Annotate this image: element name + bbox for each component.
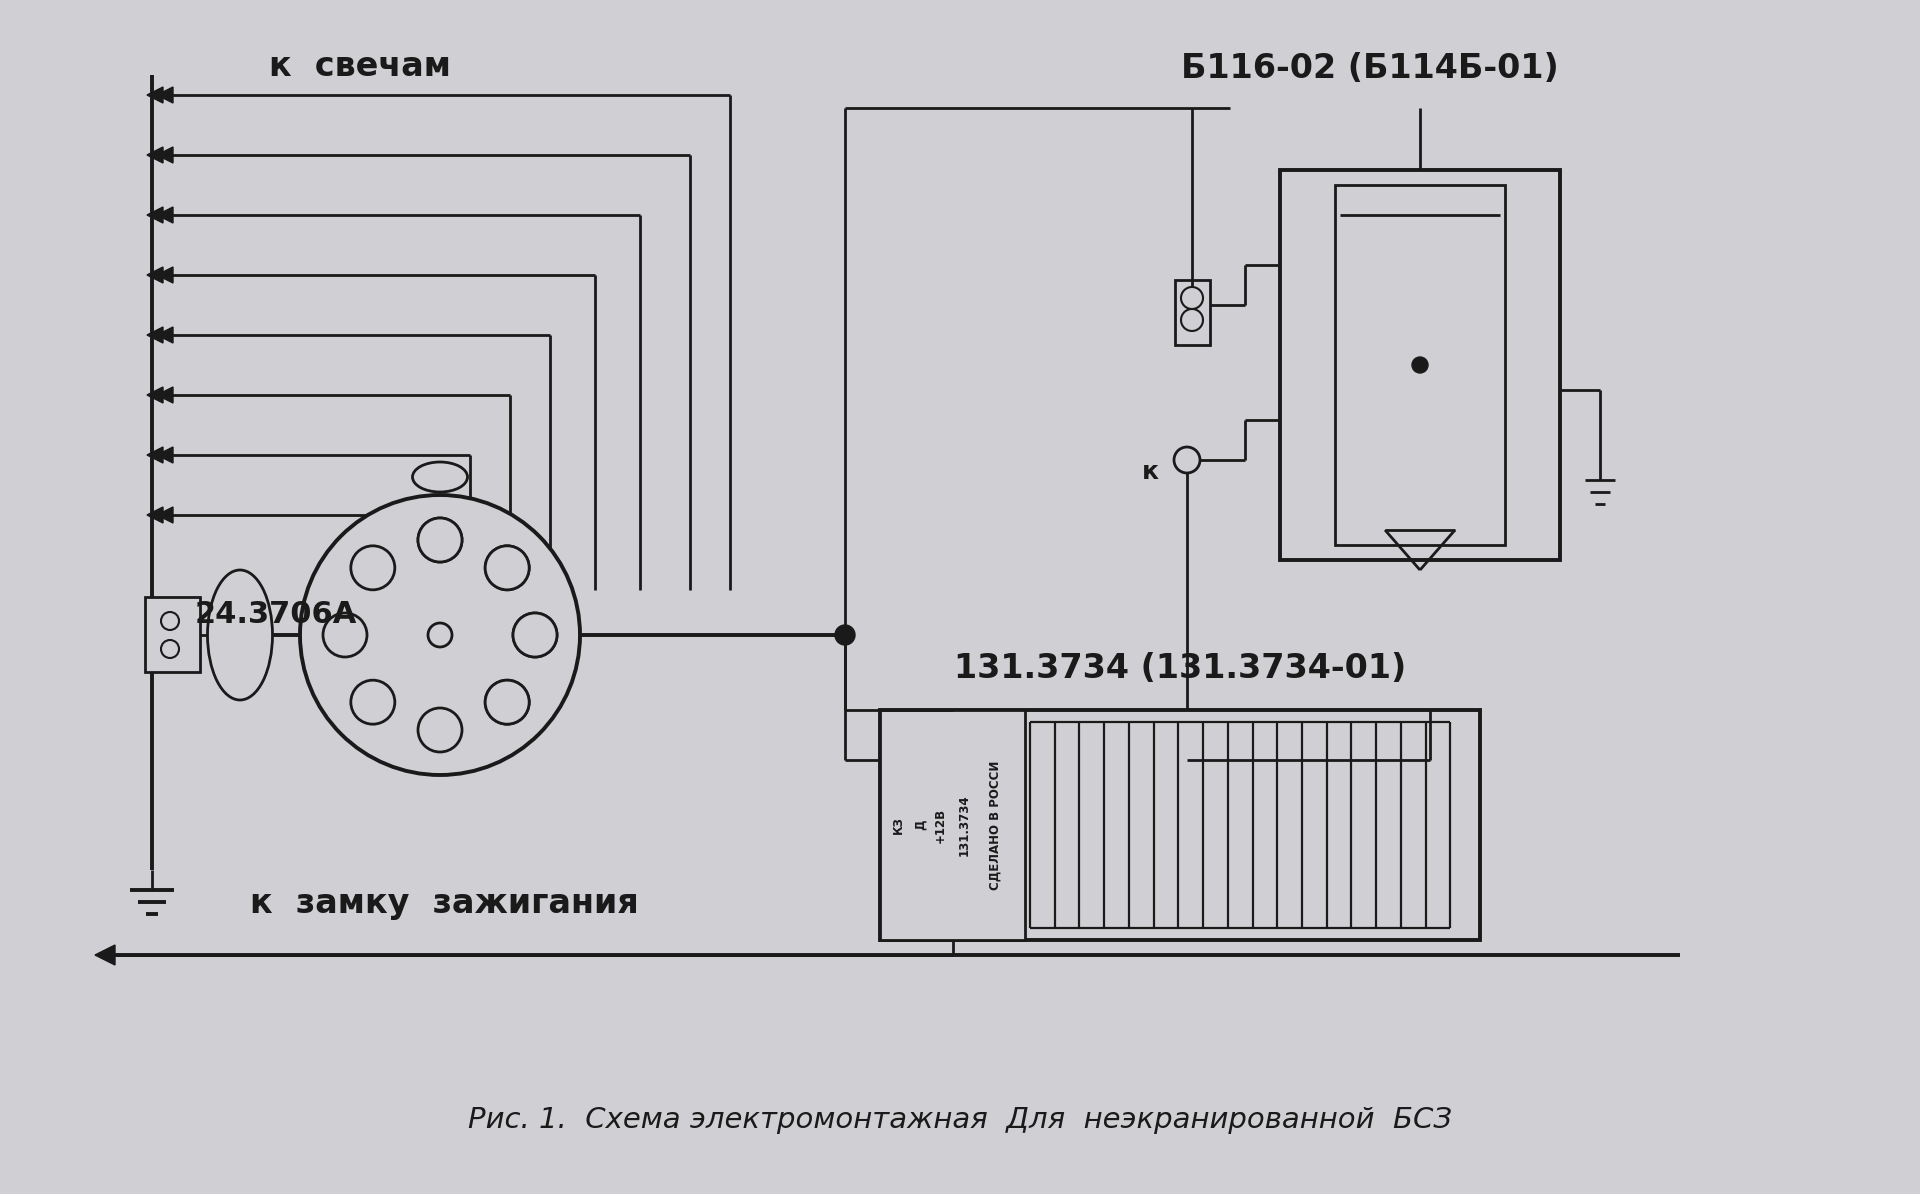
Text: КЗ: КЗ xyxy=(891,816,904,833)
Circle shape xyxy=(513,613,557,657)
Polygon shape xyxy=(148,87,163,103)
Polygon shape xyxy=(157,387,173,404)
Polygon shape xyxy=(148,207,163,223)
Text: 131.3734 (131.3734-01): 131.3734 (131.3734-01) xyxy=(954,652,1405,685)
Bar xyxy=(879,710,1480,940)
Text: +12В: +12В xyxy=(933,807,947,843)
Circle shape xyxy=(1411,357,1428,373)
Text: Б116-02 (Б114Б-01): Б116-02 (Б114Б-01) xyxy=(1181,53,1559,85)
Circle shape xyxy=(300,496,580,775)
Text: к  замку  зажигания: к замку зажигания xyxy=(250,887,639,921)
Circle shape xyxy=(1181,287,1204,309)
Polygon shape xyxy=(157,507,173,523)
Text: Д: Д xyxy=(914,820,927,830)
Polygon shape xyxy=(148,147,163,164)
Text: Рис. 1.  Схема электромонтажная  Для  неэкранированной  БСЗ: Рис. 1. Схема электромонтажная Для неэкр… xyxy=(468,1106,1452,1134)
Ellipse shape xyxy=(413,462,467,492)
Ellipse shape xyxy=(207,570,273,700)
Circle shape xyxy=(486,681,530,725)
Polygon shape xyxy=(157,87,173,103)
Polygon shape xyxy=(157,267,173,283)
Circle shape xyxy=(486,546,530,590)
Circle shape xyxy=(323,613,367,657)
Text: 24.3706A: 24.3706A xyxy=(196,601,357,629)
Polygon shape xyxy=(157,207,173,223)
Circle shape xyxy=(161,640,179,658)
Polygon shape xyxy=(148,387,163,404)
Polygon shape xyxy=(157,327,173,343)
Circle shape xyxy=(835,624,854,645)
Circle shape xyxy=(1181,309,1204,331)
Circle shape xyxy=(161,613,179,630)
Circle shape xyxy=(351,681,396,725)
Bar xyxy=(146,597,200,672)
Bar xyxy=(1334,185,1505,544)
Polygon shape xyxy=(148,327,163,343)
Text: к: к xyxy=(1142,460,1158,484)
Circle shape xyxy=(419,708,463,752)
Circle shape xyxy=(1173,447,1200,473)
Text: СДЕЛАНО В РОССИ: СДЕЛАНО В РОССИ xyxy=(989,761,1002,890)
Text: к  свечам: к свечам xyxy=(269,50,451,84)
Bar xyxy=(879,710,1025,940)
Polygon shape xyxy=(148,267,163,283)
Circle shape xyxy=(428,623,451,647)
Polygon shape xyxy=(157,147,173,164)
Circle shape xyxy=(486,546,530,590)
Circle shape xyxy=(351,546,396,590)
Circle shape xyxy=(419,518,463,562)
Polygon shape xyxy=(148,507,163,523)
Polygon shape xyxy=(157,447,173,463)
Circle shape xyxy=(419,518,463,562)
Text: 131.3734: 131.3734 xyxy=(958,794,970,856)
Polygon shape xyxy=(94,944,115,965)
Polygon shape xyxy=(148,447,163,463)
Circle shape xyxy=(486,681,530,725)
Bar xyxy=(1175,281,1210,345)
Bar xyxy=(1281,170,1559,560)
Circle shape xyxy=(513,613,557,657)
